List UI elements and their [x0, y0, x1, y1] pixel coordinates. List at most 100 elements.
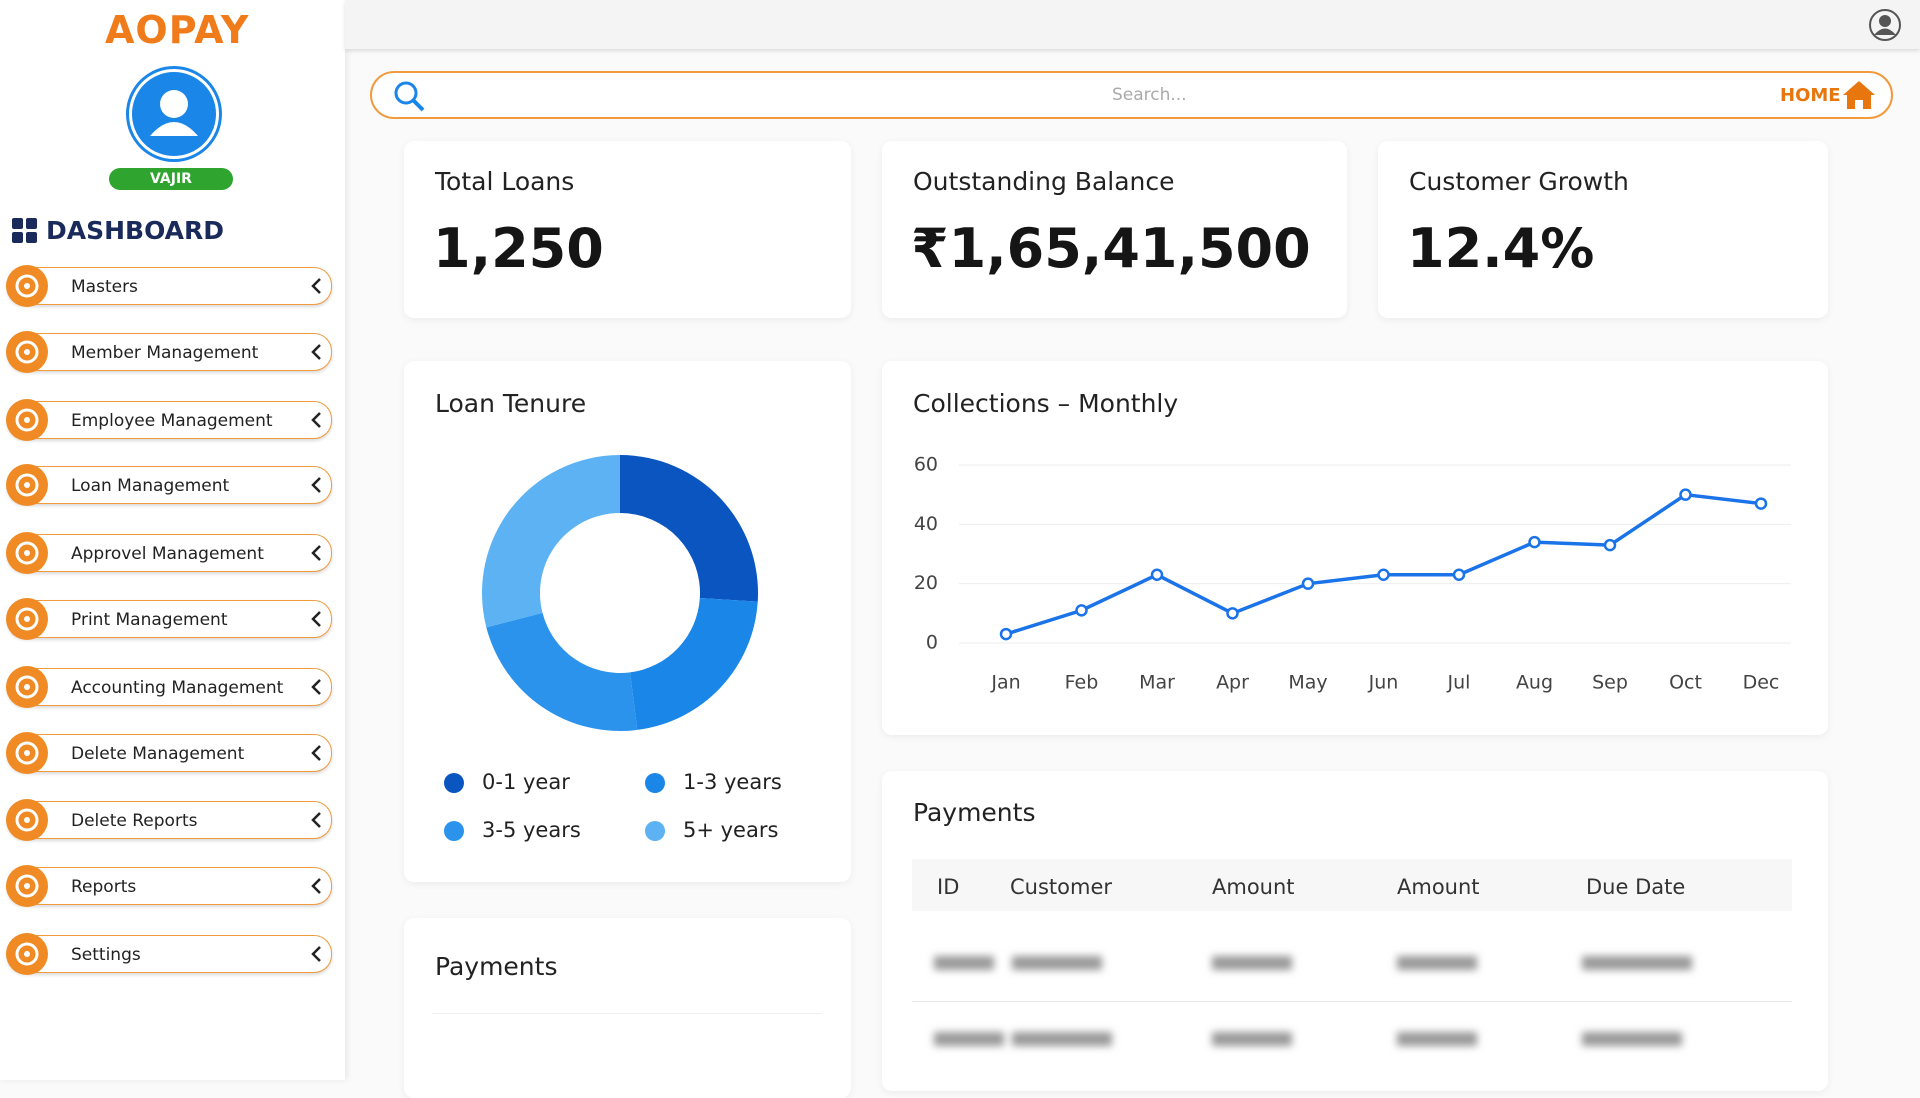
chevron-icon [311, 946, 321, 962]
icon-glyph [15, 675, 39, 699]
menu-icon [6, 598, 48, 640]
stat-label: Outstanding Balance [913, 167, 1175, 196]
menu-label: Masters [71, 277, 138, 297]
menu-item[interactable]: Settings [6, 933, 332, 975]
stat-label: Total Loans [435, 167, 575, 196]
menu-icon [6, 399, 48, 441]
search-placeholder: Search... [1112, 85, 1187, 105]
menu-icon [6, 865, 48, 907]
icon-glyph [15, 808, 39, 832]
menu-icon [6, 732, 48, 774]
menu-item[interactable]: Masters [6, 265, 332, 307]
icon-glyph [15, 741, 39, 765]
column-header: Amount [1212, 875, 1295, 899]
menu-item[interactable]: Accounting Management [6, 666, 332, 708]
menu-label: Delete Management [71, 744, 245, 764]
menu-icon [6, 799, 48, 841]
chevron [309, 411, 323, 433]
stat-card: Customer Growth 12.4% [1378, 141, 1828, 318]
account-icon[interactable] [1868, 8, 1902, 42]
menu-icon [6, 331, 48, 373]
chevron [309, 945, 323, 967]
menu-label: Print Management [71, 610, 228, 630]
menu-icon [6, 532, 48, 574]
user-name: VAJIR [109, 168, 233, 190]
menu-label: Employee Management [71, 411, 273, 431]
column-header: Due Date [1586, 875, 1686, 899]
avatar[interactable] [129, 69, 219, 159]
menu-label: Delete Reports [71, 811, 198, 831]
divider [432, 1013, 822, 1014]
column-header: ID [937, 875, 960, 899]
chevron [309, 277, 323, 299]
home-icon [1843, 81, 1875, 109]
stat-value: ₹1,65,41,500 [911, 217, 1311, 280]
chevron [309, 610, 323, 632]
brand: AOPAY [105, 8, 250, 52]
stat-value: 1,250 [433, 217, 604, 280]
menu-item[interactable]: Approvel Management [6, 532, 332, 574]
chevron-icon [311, 812, 321, 828]
chevron [309, 544, 323, 566]
menu-item[interactable]: Print Management [6, 598, 332, 640]
stat-card: Outstanding Balance ₹1,65,41,500 [882, 141, 1347, 318]
menu-icon [6, 265, 48, 307]
icon-glyph [15, 473, 39, 497]
stat-label: Customer Growth [1409, 167, 1629, 196]
chevron [309, 744, 323, 766]
chevron-icon [311, 611, 321, 627]
menu-item[interactable]: Delete Management [6, 732, 332, 774]
search-bar[interactable]: Search... HOME [370, 71, 1893, 119]
sidebar-title: DASHBOARD [46, 216, 225, 245]
chevron [309, 678, 323, 700]
collections-card: Collections – Monthly [882, 361, 1828, 735]
menu-label: Settings [71, 945, 141, 965]
chevron [309, 877, 323, 899]
menu-item[interactable]: Delete Reports [6, 799, 332, 841]
menu-item[interactable]: Loan Management [6, 464, 332, 506]
chevron-icon [311, 477, 321, 493]
icon-glyph [15, 541, 39, 565]
menu-icon [6, 666, 48, 708]
home-link[interactable]: HOME [1780, 85, 1841, 106]
chevron-icon [311, 745, 321, 761]
search-icon [394, 81, 425, 112]
icon-glyph [15, 607, 39, 631]
chevron [309, 811, 323, 833]
card-title: Payments [913, 798, 1036, 827]
chevron-icon [311, 344, 321, 360]
menu-label: Member Management [71, 343, 259, 363]
payments-card: Payments ID Customer Amount Amount Due Date [882, 771, 1828, 1091]
loan-tenure-card: Loan Tenure [404, 361, 851, 882]
icon-glyph [15, 408, 39, 432]
menu-label: Loan Management [71, 476, 230, 496]
card-title: Loan Tenure [435, 389, 587, 418]
column-header: Amount [1397, 875, 1480, 899]
menu-label: Reports [71, 877, 137, 897]
top-bar [345, 0, 1920, 49]
payments-left-card: Payments [404, 918, 851, 1098]
chevron-icon [311, 278, 321, 294]
menu-icon [6, 933, 48, 975]
chevron [309, 343, 323, 365]
chevron-icon [311, 545, 321, 561]
table-header [912, 859, 1792, 911]
icon-glyph [15, 942, 39, 966]
blurred-rows [934, 956, 1692, 1046]
icon-glyph [15, 340, 39, 364]
chevron [309, 476, 323, 498]
row-divider [912, 1001, 1792, 1002]
icon-glyph [15, 274, 39, 298]
card-title: Payments [435, 952, 558, 981]
chevron-icon [311, 412, 321, 428]
menu-item[interactable]: Employee Management [6, 399, 332, 441]
stat-value: 12.4% [1407, 217, 1595, 280]
menu-item[interactable]: Reports [6, 865, 332, 907]
dashboard-icon [12, 218, 37, 243]
column-header: Customer [1010, 875, 1113, 899]
menu-item[interactable]: Member Management [6, 331, 332, 373]
menu-label: Approvel Management [71, 544, 264, 564]
stat-card: Total Loans 1,250 [404, 141, 851, 318]
avatar-icon [150, 90, 198, 136]
